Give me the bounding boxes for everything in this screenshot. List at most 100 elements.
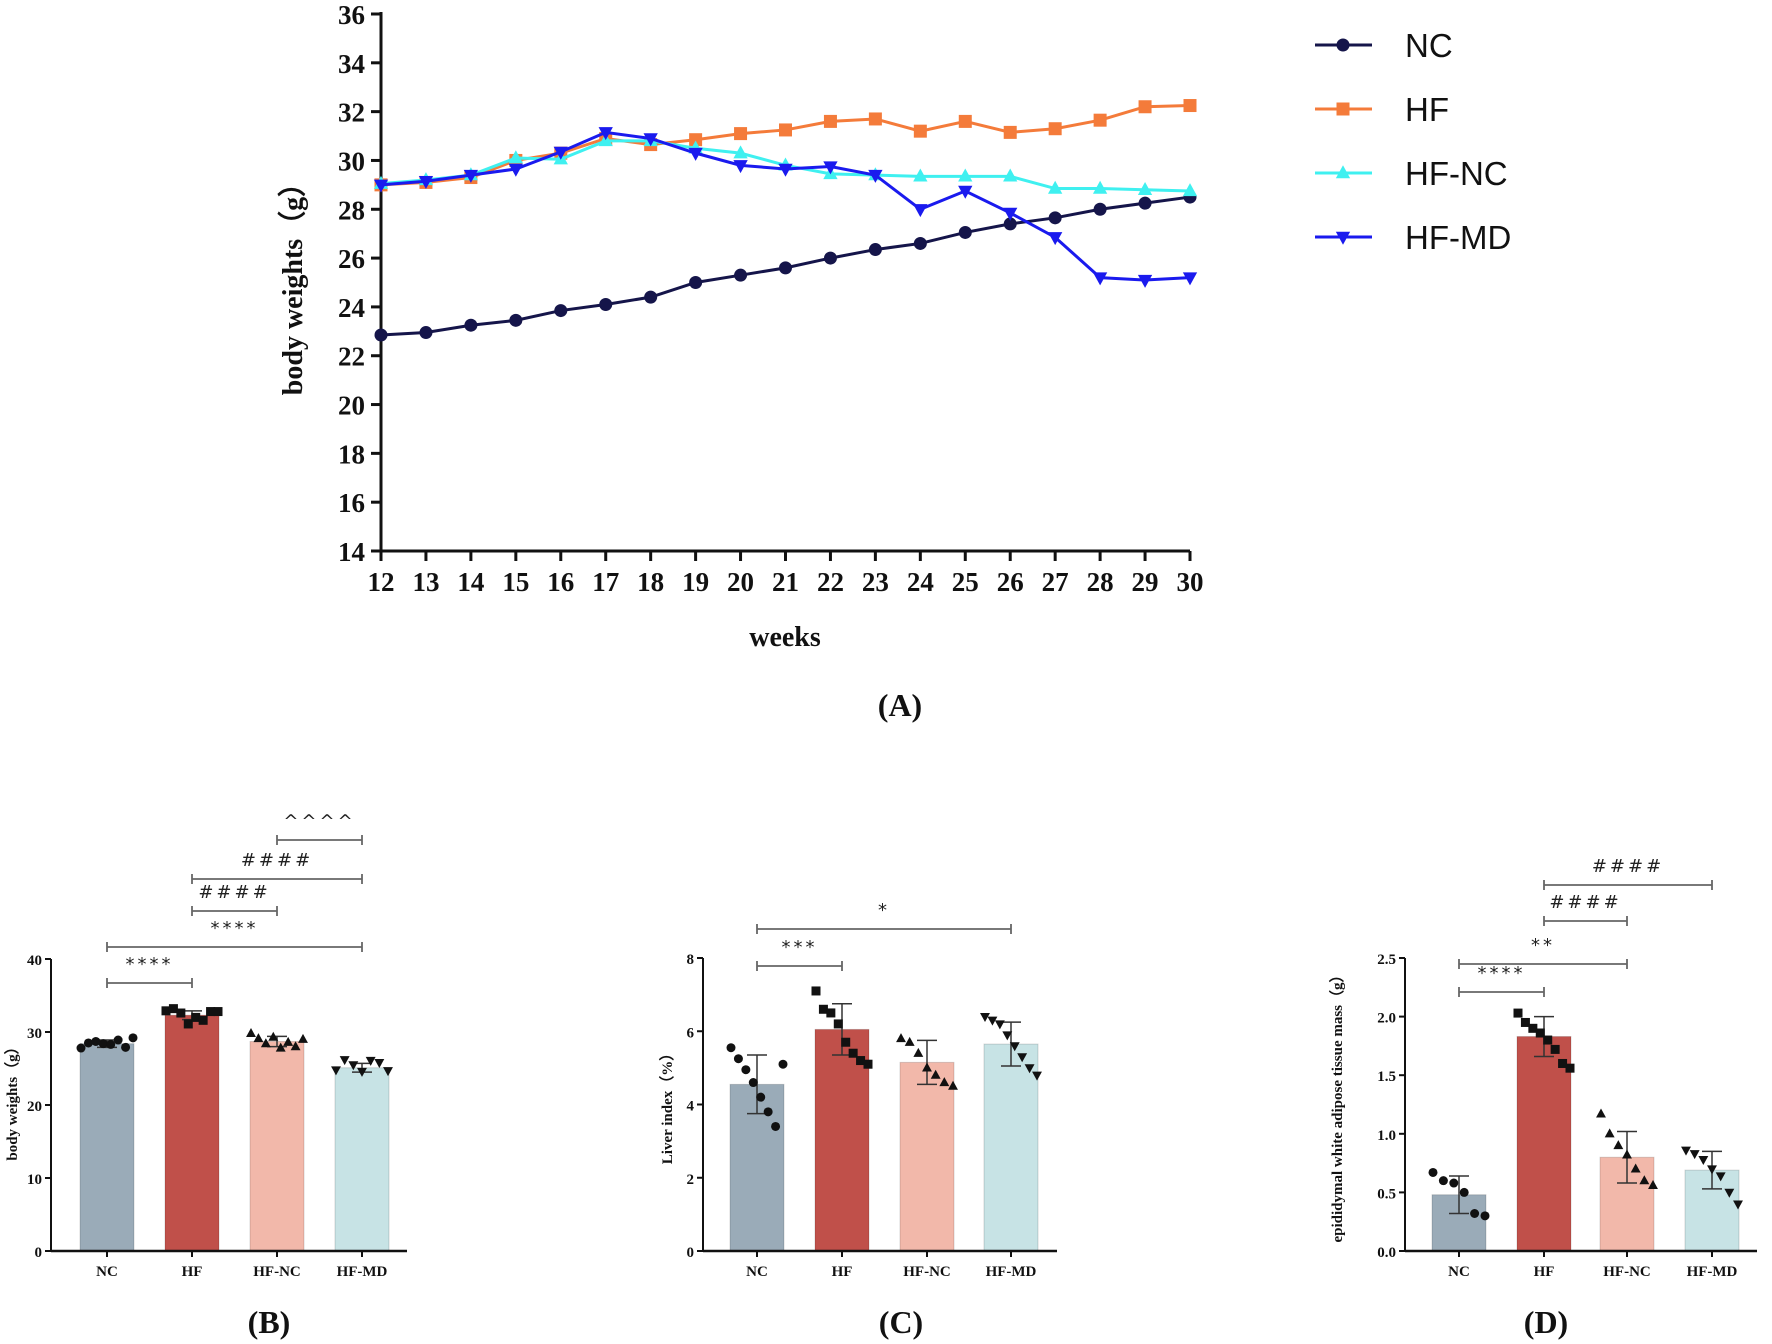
significance-label: * [878,900,890,921]
data-point [868,112,882,126]
individual-point [913,1047,924,1057]
bar [899,1061,955,1252]
y-tick-label: 22 [338,342,365,372]
data-point [1048,180,1063,194]
series-hf-md [373,127,1198,288]
panel-b-ylabel: body weights（g） [3,1039,21,1160]
individual-point [863,1059,873,1069]
data-point [958,114,972,128]
legend-marker [1335,231,1351,245]
y-tick-label: 18 [338,439,365,469]
y-tick-label: 0 [687,1245,695,1261]
panel-a-line-chart: body weights（g） weeks (A) 14 16 18 20 22 24 26… [276,0,1511,723]
data-point [1048,232,1063,246]
x-tick-label: NC [96,1264,118,1280]
data-point [553,146,568,160]
significance-label: **** [1478,963,1526,984]
y-tick-label: 1.5 [1377,1069,1396,1085]
panel-c-label: (C) [879,1304,923,1340]
panel-b-bar-chart: body weights（g） (B) NC HF HF-NC HF-MD 0 10 20 3… [3,811,407,1340]
x-tick-label: 29 [1132,567,1159,597]
y-tick-label: 20 [27,1099,42,1115]
individual-point [339,1056,350,1066]
significance-label: #### [241,850,313,871]
y-tick-label: 30 [338,146,365,176]
individual-point [1604,1128,1615,1138]
data-point [1093,113,1107,127]
data-point [1003,125,1017,139]
panel-d-bar-chart: epididymal white adipose tissue mass（g） … [1328,856,1757,1340]
y-tick-label: 24 [338,293,365,323]
individual-point [763,1107,773,1117]
significance-label: #### [198,882,270,903]
legend-label: HF-NC [1405,155,1508,192]
significance-label: *** [782,937,818,958]
bar-group-hf [161,1004,223,1252]
data-point [419,326,433,340]
x-tick-label: NC [1448,1264,1470,1280]
individual-point [191,1012,201,1022]
series-hf [374,99,1197,192]
individual-point [939,1077,950,1087]
data-point [913,204,928,218]
data-point [508,150,523,164]
data-point [1093,202,1107,216]
x-tick-label: NC [746,1264,768,1280]
individual-point [833,1019,843,1029]
individual-point [198,1015,208,1025]
individual-point [856,1056,866,1066]
bar [1516,1036,1572,1252]
y-tick-label: 16 [338,488,365,518]
bar [983,1043,1039,1252]
individual-point [1017,1053,1028,1063]
individual-point [748,1078,758,1088]
significance-bracket: #### [191,882,278,916]
significance-bracket: *** [756,937,843,971]
data-point [733,145,748,159]
individual-point [176,1008,186,1018]
individual-point [896,1033,906,1043]
data-point [958,225,972,239]
panel-a-label: (A) [878,687,922,723]
data-point [823,251,837,265]
bar-group-hf [1513,1008,1575,1252]
data-point [913,124,927,138]
data-point [1092,272,1108,286]
data-point [1003,207,1018,221]
y-tick-label: 1.0 [1377,1128,1396,1144]
x-tick-label: 30 [1177,567,1204,597]
x-tick-label: 17 [592,567,619,597]
x-tick-label: HF-MD [986,1264,1037,1280]
individual-point [841,1037,851,1047]
bar-group-hf-md [980,1013,1042,1252]
series-nc [374,190,1197,342]
y-tick-label: 0.5 [1377,1186,1396,1202]
data-point [418,176,434,190]
significance-label: #### [1549,892,1621,913]
x-tick-label: HF-NC [253,1264,301,1280]
individual-point [848,1048,858,1058]
data-point [1183,99,1197,113]
individual-point [1032,1071,1042,1081]
y-tick-label: 2 [687,1172,695,1188]
individual-point [1449,1178,1459,1188]
data-point [463,169,479,183]
individual-point [1639,1175,1650,1185]
legend-marker [1336,102,1350,116]
data-point [958,185,973,199]
individual-point [987,1016,998,1026]
data-point [689,133,703,147]
individual-point [268,1031,279,1041]
x-tick-label: 22 [817,567,844,597]
individual-point [91,1036,101,1046]
y-tick-label: 10 [27,1172,42,1188]
y-tick-label: 14 [338,537,365,567]
y-tick-label: 2.0 [1377,1011,1396,1027]
individual-point [1648,1179,1658,1189]
individual-point [1698,1155,1709,1165]
bar-group-hf-nc [896,1033,958,1252]
legend-item: NC [1315,27,1453,64]
data-point [1092,180,1108,194]
individual-point [206,1007,216,1017]
